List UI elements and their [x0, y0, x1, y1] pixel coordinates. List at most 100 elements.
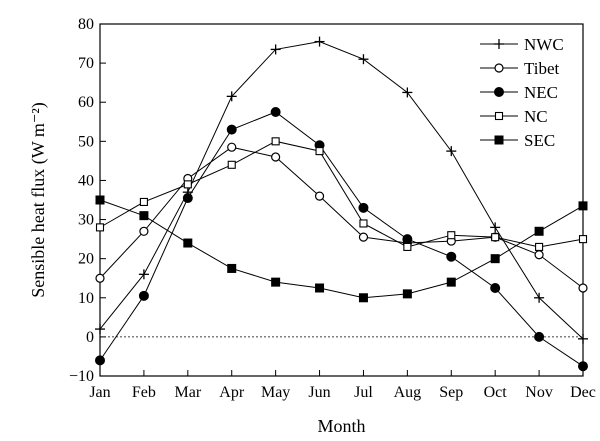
axes-layer: −10 0 10 20 30 40 50 60 70 80 Jan Feb Mar Apr May Jun Ju…: [69, 16, 596, 401]
data-point-tibet: [139, 226, 149, 236]
series-line-sec: [99, 199, 584, 299]
data-point-nwc: [358, 54, 369, 65]
y-tick-label: 80: [78, 16, 94, 33]
x-tick-label: Jun: [308, 384, 330, 401]
data-point-nc: [578, 235, 588, 244]
data-point-sec: [139, 211, 149, 221]
y-tick-label: 50: [78, 133, 94, 150]
plot-frame: [99, 23, 584, 377]
legend-entry-nwc: NWC: [480, 35, 564, 54]
series-line-nc: [99, 140, 584, 248]
data-point-nc: [403, 242, 412, 251]
data-point-sec: [227, 263, 237, 273]
data-point-nc: [183, 180, 192, 189]
plot-area: [99, 23, 584, 377]
data-point-tibet: [578, 283, 588, 293]
data-point-sec: [95, 195, 105, 205]
data-point-tibet: [227, 142, 237, 152]
data-point-nwc: [270, 44, 281, 55]
legend-label: NWC: [524, 35, 564, 54]
legend-label: NEC: [524, 83, 558, 102]
y-tick-label: 30: [78, 212, 94, 229]
x-tick-label: Nov: [525, 384, 553, 401]
legend-marker-nwc: [494, 39, 504, 49]
legend-entry-sec: SEC: [480, 131, 555, 150]
x-tick-label: Feb: [132, 384, 156, 401]
y-tick-label: 0: [86, 329, 94, 346]
legend-entry-nec: NEC: [480, 83, 558, 102]
y-axis-title: Sensible heat flux (W m⁻²): [28, 102, 49, 298]
data-point-nwc: [578, 333, 588, 344]
legend-marker-nec: [494, 87, 504, 97]
series-nc: [95, 137, 588, 251]
series-nec: [95, 107, 588, 372]
legend-marker-sec: [494, 135, 504, 145]
series-line-nec: [99, 111, 584, 367]
data-point-nwc: [226, 91, 237, 102]
legend-entry-tibet: Tibet: [480, 59, 560, 78]
data-point-sec: [446, 277, 456, 287]
y-tick-label: 40: [78, 172, 94, 189]
data-point-nec: [358, 202, 369, 213]
data-point-nec: [95, 355, 105, 366]
data-point-tibet: [314, 191, 325, 201]
x-tick-label: Sep: [439, 384, 463, 401]
data-point-nc: [315, 147, 324, 156]
data-point-tibet: [358, 232, 369, 242]
x-tick-label: Jan: [89, 384, 110, 401]
data-point-nc: [139, 197, 148, 207]
series-tibet: [95, 142, 588, 293]
data-point-tibet: [95, 273, 105, 283]
data-point-tibet: [271, 152, 281, 162]
series-nwc: [95, 36, 588, 344]
data-point-sec: [402, 289, 412, 299]
data-point-nc: [491, 233, 500, 242]
data-point-nwc: [534, 292, 545, 303]
data-point-nwc: [95, 324, 105, 335]
data-point-nec: [182, 193, 193, 204]
data-point-sec: [578, 201, 588, 211]
legend-marker-nc: [494, 111, 504, 121]
x-tick-label: Dec: [570, 384, 596, 401]
data-point-nec: [578, 361, 588, 372]
data-point-nwc: [314, 36, 325, 47]
data-point-sec: [358, 293, 368, 303]
x-tick-label: Apr: [219, 384, 245, 401]
y-tick-label: 60: [78, 94, 94, 111]
legend-label: SEC: [524, 131, 555, 150]
data-point-nec: [446, 251, 457, 262]
data-point-nec: [534, 331, 545, 342]
x-tick-label: Jul: [354, 384, 373, 401]
series-line-tibet: [99, 146, 584, 289]
data-point-sec: [183, 238, 193, 248]
y-tick-label: 70: [78, 55, 94, 72]
legend-entry-nc: NC: [480, 107, 548, 126]
data-point-nc: [447, 231, 456, 240]
legend: NWC Tibet NEC NC SEC: [480, 35, 564, 150]
x-tick-label: Aug: [394, 384, 422, 401]
series-sec: [95, 195, 588, 303]
y-tick-label: 20: [78, 251, 94, 268]
legend-marker-tibet: [494, 63, 504, 73]
data-point-nc: [95, 223, 105, 232]
data-point-sec: [271, 277, 281, 287]
data-point-nc: [359, 219, 368, 228]
y-tick-label: −10: [69, 368, 94, 385]
data-point-nwc: [138, 269, 149, 280]
data-point-sec: [315, 283, 325, 293]
x-tick-label: May: [261, 384, 290, 401]
x-tick-label: Mar: [174, 384, 201, 401]
data-point-nc: [227, 160, 236, 169]
legend-label: NC: [524, 107, 548, 126]
data-point-sec: [534, 226, 544, 236]
data-point-nec: [490, 283, 501, 293]
data-point-sec: [490, 254, 500, 264]
data-point-nc: [535, 242, 544, 251]
data-point-nec: [270, 107, 281, 117]
x-tick-label: Oct: [484, 384, 508, 401]
x-axis-title: Month: [317, 416, 365, 436]
data-point-nec: [402, 234, 413, 245]
y-tick-label: 10: [78, 290, 94, 307]
data-point-nec: [226, 124, 237, 135]
